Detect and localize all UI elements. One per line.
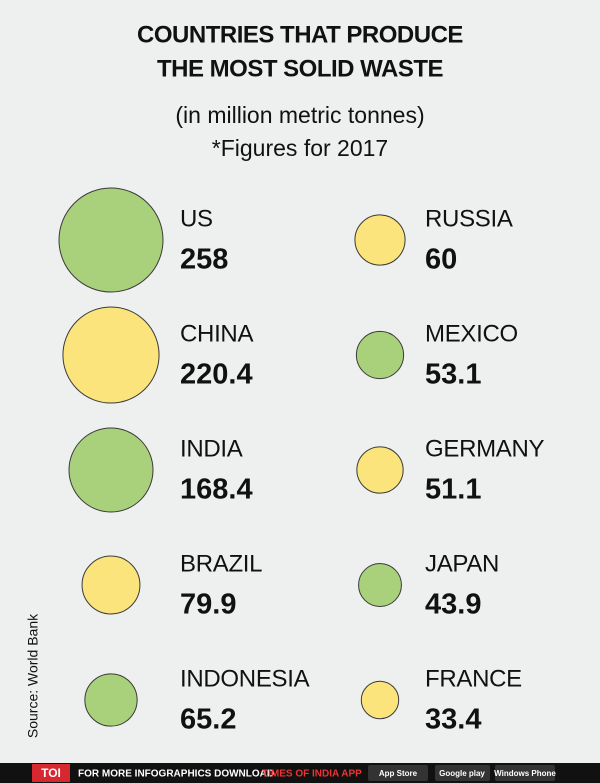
badge-box [435,765,490,781]
bubble [58,187,164,293]
value-label: 53.1 [425,359,481,391]
badge: Windows Phone [494,769,556,778]
country-name: FRANCE [425,665,522,692]
bubble [355,330,405,380]
value-label: 33.4 [425,704,481,736]
country-name: MEXICO [425,320,518,347]
country-name: CHINA [180,320,253,347]
country-name: US [180,205,213,232]
badge: Google play [439,769,485,778]
bubble [358,563,402,607]
bubble [68,427,154,513]
bubble [356,446,404,494]
title-line: COUNTRIES THAT PRODUCE [137,21,463,48]
bubble [62,306,160,404]
value-label: 43.9 [425,589,481,621]
badge-box [495,765,555,781]
country-name: RUSSIA [425,205,513,232]
badge-box [368,765,428,781]
country-name: BRAZIL [180,550,262,577]
title-line: THE MOST SOLID WASTE [157,55,443,82]
country-name: GERMANY [425,435,545,462]
country-name: INDIA [180,435,243,462]
footer-app: TIMES OF INDIA APP [262,769,362,780]
value-label: 51.1 [425,474,481,506]
subtitle-line: *Figures for 2017 [212,135,388,161]
value-label: 79.9 [180,589,236,621]
country-name: JAPAN [425,550,499,577]
footer-text: FOR MORE INFOGRAPHICS DOWNLOAD [78,769,274,780]
bubble [84,673,138,727]
value-label: 168.4 [180,474,253,506]
badge: App Store [379,769,418,778]
value-label: 65.2 [180,704,236,736]
bubble [81,555,141,615]
country-name: INDONESIA [180,665,310,692]
value-label: 60 [425,244,457,276]
bubble [360,680,400,720]
source: Source: World Bank [25,613,41,738]
subtitle-line: (in million metric tonnes) [175,102,424,128]
value-label: 220.4 [180,359,253,391]
logo-box [32,764,70,782]
logo: TOI [41,766,61,780]
bubble [354,214,406,266]
value-label: 258 [180,244,228,276]
